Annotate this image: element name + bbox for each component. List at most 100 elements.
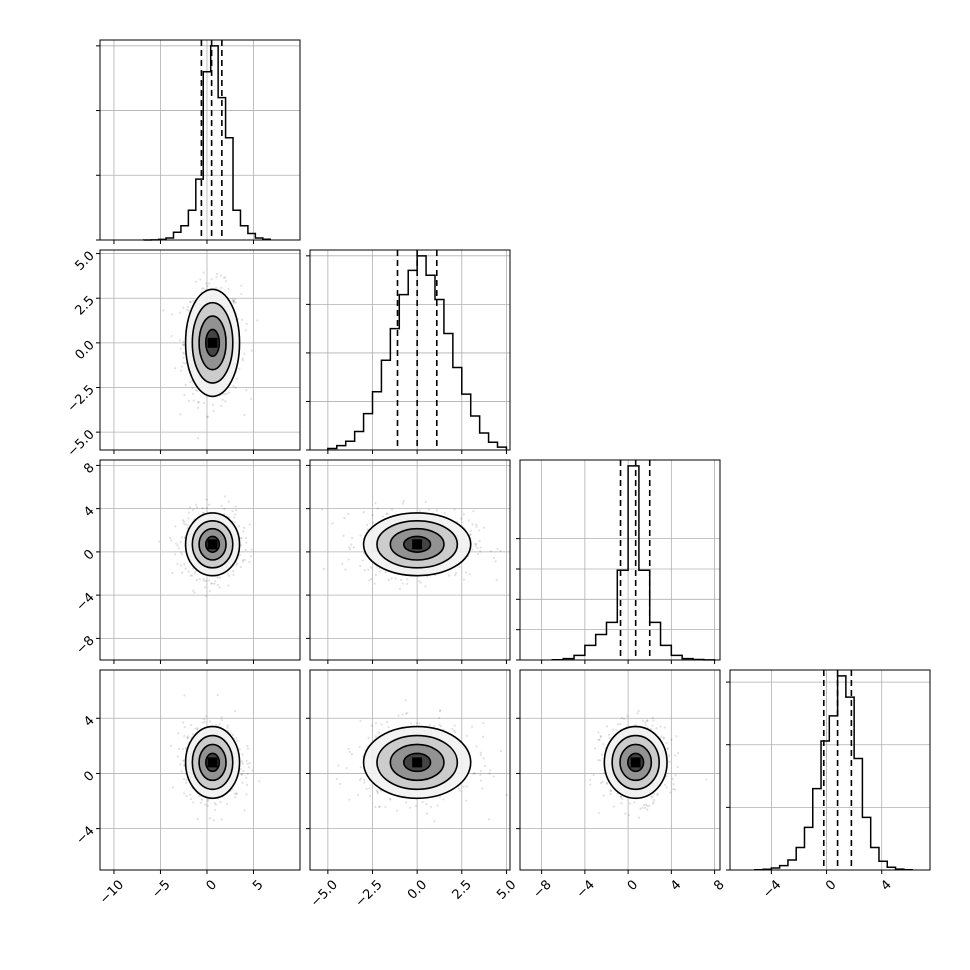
sample-point bbox=[196, 727, 199, 730]
x-tick-label: −8 bbox=[531, 877, 555, 901]
sample-point bbox=[439, 725, 442, 728]
sample-point bbox=[258, 780, 261, 783]
sample-point bbox=[643, 803, 646, 807]
sample-point bbox=[243, 809, 246, 812]
sample-point bbox=[191, 508, 195, 512]
sample-point bbox=[404, 712, 408, 715]
sample-point bbox=[220, 716, 223, 719]
sample-point bbox=[668, 760, 671, 763]
scatter-panel-3-0 bbox=[96, 669, 301, 874]
sample-point bbox=[227, 287, 230, 291]
sample-point bbox=[367, 737, 370, 740]
sample-point bbox=[177, 547, 180, 550]
sample-point bbox=[435, 509, 439, 512]
sample-point bbox=[174, 525, 177, 528]
sample-point bbox=[375, 789, 378, 792]
sample-point bbox=[224, 276, 227, 279]
contour-line bbox=[184, 288, 241, 398]
sample-point bbox=[471, 548, 474, 551]
y-tick-label: 2.5 bbox=[72, 293, 97, 318]
contour-line bbox=[198, 315, 227, 371]
sample-point bbox=[479, 753, 483, 757]
axes-frame bbox=[519, 669, 721, 871]
sample-point bbox=[627, 814, 630, 817]
sample-point bbox=[206, 799, 210, 803]
sample-point bbox=[243, 558, 246, 561]
sample-point bbox=[475, 745, 478, 748]
sample-point bbox=[213, 582, 216, 585]
sample-point bbox=[597, 811, 600, 814]
sample-point bbox=[202, 718, 206, 721]
sample-point bbox=[178, 311, 182, 314]
sample-point bbox=[366, 523, 369, 527]
sample-point bbox=[215, 723, 218, 726]
sample-point bbox=[592, 773, 595, 777]
sample-point bbox=[256, 319, 259, 322]
sample-point bbox=[438, 723, 441, 726]
sample-point bbox=[212, 409, 215, 413]
sample-point bbox=[196, 728, 199, 731]
sample-point bbox=[224, 280, 228, 283]
sample-point bbox=[231, 509, 234, 513]
histogram-steps bbox=[142, 45, 271, 241]
sample-point bbox=[402, 500, 405, 503]
sample-point bbox=[619, 795, 622, 798]
sample-point bbox=[211, 403, 215, 406]
sample-point bbox=[496, 547, 499, 550]
contour-line bbox=[191, 734, 234, 791]
sample-point bbox=[233, 516, 236, 519]
sample-point bbox=[240, 284, 243, 287]
sample-point bbox=[194, 280, 197, 283]
sample-point bbox=[492, 775, 495, 778]
sample-point bbox=[605, 782, 609, 785]
y-tick-label: 0 bbox=[81, 768, 97, 784]
sample-point bbox=[183, 352, 186, 355]
sample-point bbox=[184, 746, 187, 750]
sample-point bbox=[234, 386, 237, 390]
sample-point bbox=[186, 526, 189, 530]
sample-point bbox=[358, 778, 362, 781]
sample-point bbox=[376, 507, 379, 510]
histogram-panel-3 bbox=[726, 669, 931, 874]
sample-point bbox=[438, 710, 442, 713]
x-tick-label: 4 bbox=[878, 877, 894, 893]
sample-point bbox=[458, 789, 461, 792]
sample-point bbox=[237, 525, 240, 528]
sample-point bbox=[198, 578, 201, 581]
sample-point bbox=[652, 802, 655, 805]
axes-frame bbox=[99, 249, 301, 451]
sample-point bbox=[185, 794, 188, 797]
sample-point bbox=[189, 574, 192, 577]
sample-point bbox=[180, 770, 183, 773]
sample-point bbox=[320, 508, 324, 511]
sample-point bbox=[187, 399, 191, 403]
sample-point bbox=[232, 300, 236, 303]
sample-point bbox=[188, 300, 192, 304]
sample-point bbox=[196, 389, 199, 392]
sample-point bbox=[231, 298, 234, 301]
sample-point bbox=[240, 773, 243, 776]
sample-point bbox=[183, 759, 186, 762]
sample-point bbox=[473, 772, 476, 775]
sample-point bbox=[488, 772, 491, 775]
sample-point bbox=[224, 400, 227, 403]
sample-point bbox=[243, 413, 246, 416]
sample-point bbox=[406, 578, 409, 581]
sample-point bbox=[241, 560, 245, 563]
contour-line bbox=[611, 734, 660, 791]
sample-point bbox=[356, 793, 360, 796]
sample-point bbox=[609, 792, 612, 796]
sample-point bbox=[663, 783, 667, 786]
sample-point bbox=[181, 519, 185, 522]
sample-point bbox=[214, 803, 218, 806]
density-peak bbox=[207, 539, 218, 550]
sample-point bbox=[348, 750, 351, 754]
sample-point bbox=[388, 797, 392, 800]
y-tick-label: 5.0 bbox=[72, 249, 97, 274]
sample-point bbox=[465, 799, 468, 802]
sample-point bbox=[180, 369, 183, 372]
sample-point bbox=[196, 406, 200, 409]
sample-point bbox=[245, 783, 249, 786]
sample-point bbox=[372, 521, 375, 524]
sample-point bbox=[612, 805, 615, 808]
